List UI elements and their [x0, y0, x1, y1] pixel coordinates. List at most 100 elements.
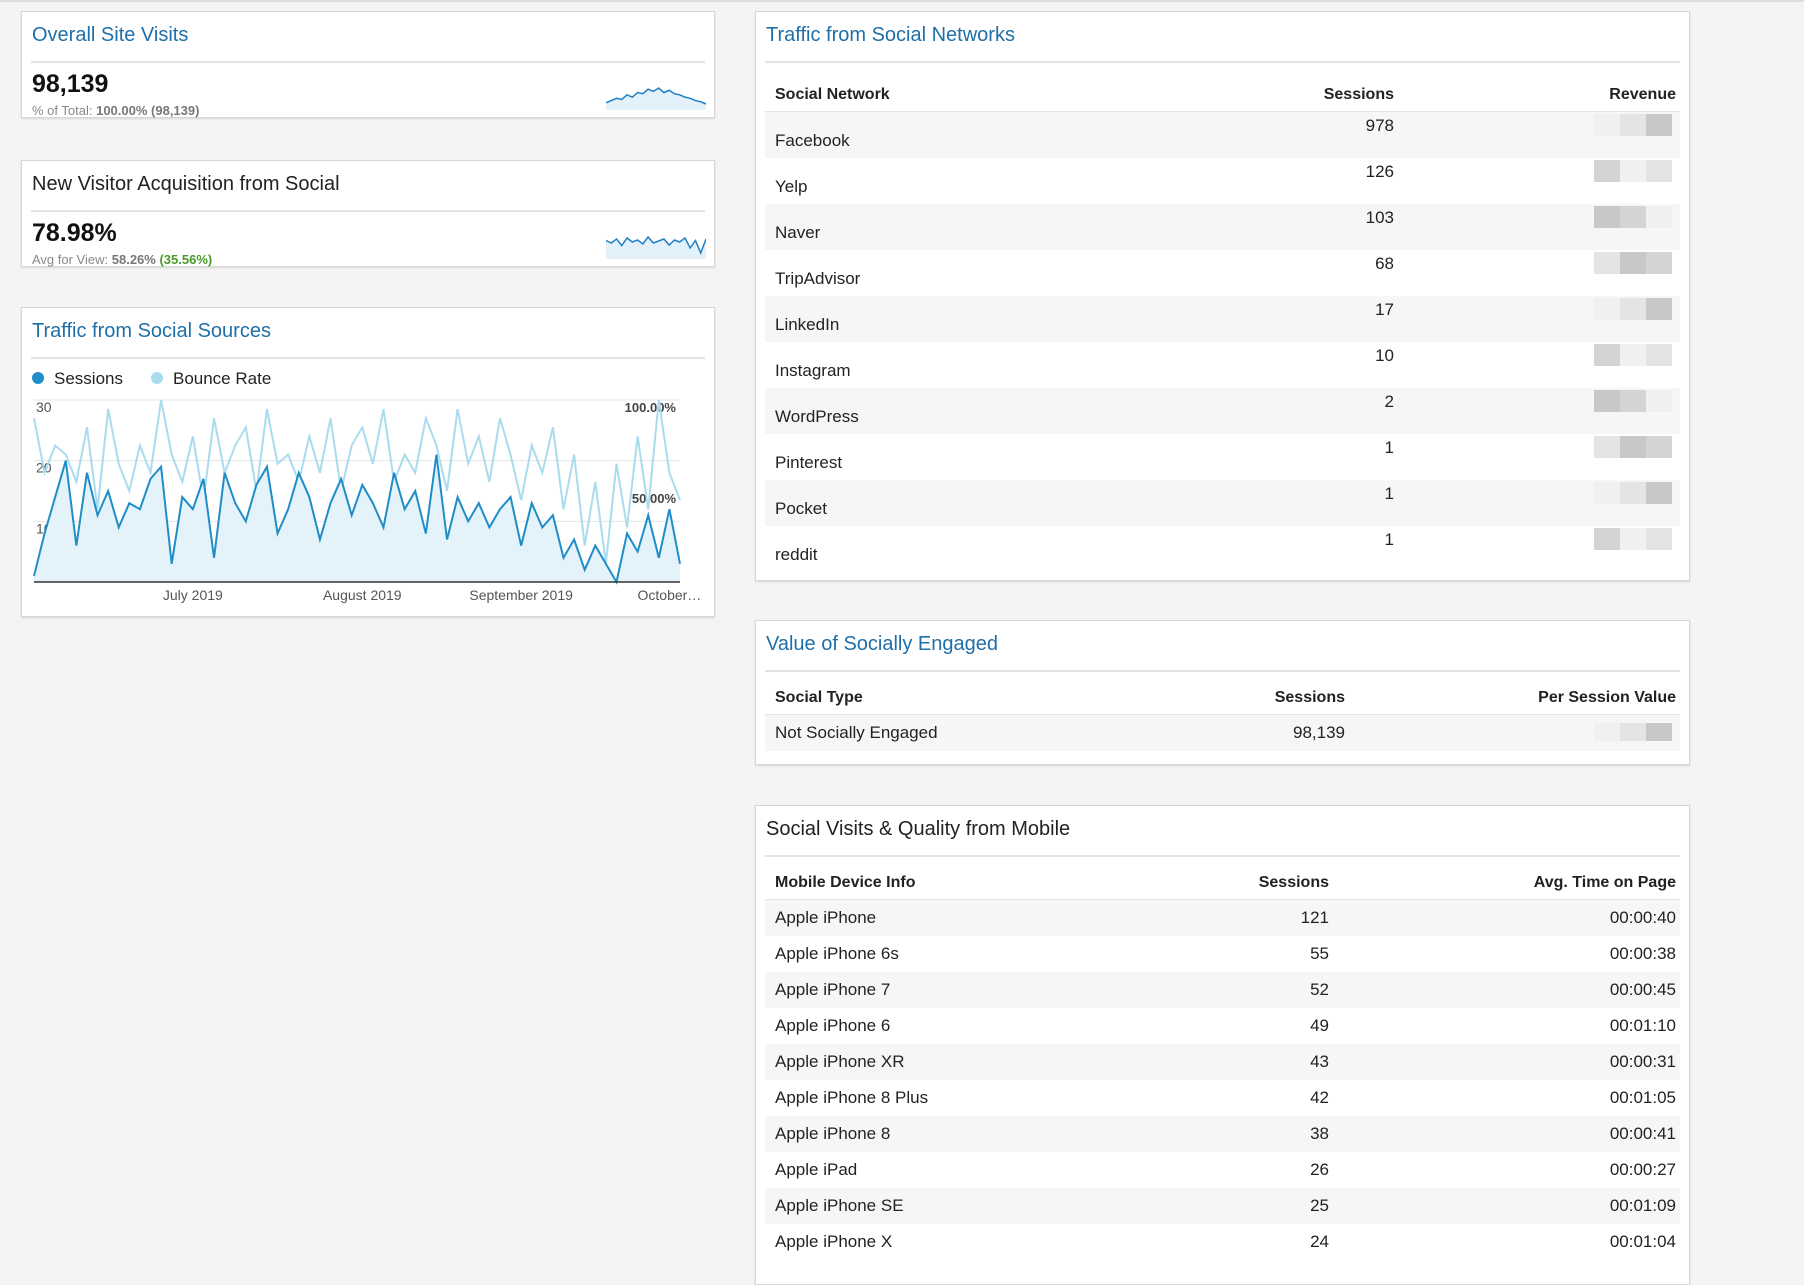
- table-cell: 98,139: [1293, 723, 1345, 742]
- table-cell: TripAdvisor: [775, 269, 861, 288]
- table-cell: Pocket: [775, 499, 827, 518]
- table-cell: Not Socially Engaged: [775, 723, 938, 742]
- divider: [765, 670, 1680, 672]
- table-cell: 26: [1310, 1160, 1329, 1179]
- table-cell: Facebook: [775, 131, 850, 150]
- table-cell: 68: [1375, 254, 1394, 273]
- redacted-value: [1620, 114, 1646, 136]
- y-tick-label: 30: [36, 399, 52, 415]
- y2-tick-label: 50.00%: [632, 491, 677, 506]
- table-row: Apple iPhone 6 49 00:01:10: [765, 1008, 1680, 1044]
- sparkline-line: [606, 87, 706, 105]
- x-tick-label: October…: [638, 587, 702, 603]
- table-row: Not Socially Engaged 98,139: [765, 715, 1680, 751]
- redacted-value: [1646, 344, 1672, 366]
- redacted-value: [1594, 723, 1620, 741]
- table-cell: Apple iPhone 6: [775, 1016, 891, 1035]
- redacted-value: [1620, 252, 1646, 274]
- sparkline: [606, 235, 706, 259]
- table-cell: Apple iPhone 6s: [775, 944, 899, 963]
- table-cell: 42: [1310, 1088, 1329, 1107]
- kpi-widget: Overall Site Visits 98,139 % of Total: 100…: [21, 11, 715, 118]
- table-cell: 00:01:05: [1609, 1088, 1676, 1107]
- table-cell: Yelp: [775, 177, 808, 196]
- sessions-area: [34, 454, 680, 582]
- redacted-value: [1594, 344, 1620, 366]
- table-row: Apple iPhone 8 38 00:00:41: [765, 1116, 1680, 1152]
- redacted-value: [1620, 160, 1646, 182]
- table-cell: 00:00:45: [1609, 980, 1676, 999]
- table-cell: 00:01:10: [1609, 1016, 1676, 1035]
- table-row: Apple iPhone 121 00:00:40: [765, 900, 1680, 936]
- redacted-value: [1646, 390, 1672, 412]
- kpi-value: 78.98%: [32, 219, 117, 247]
- table-widget: Value of Socially Engaged Social Type Sess…: [755, 620, 1690, 765]
- sub-label: Avg for View:: [32, 252, 109, 267]
- table-cell: Instagram: [775, 361, 851, 380]
- column-header: Avg. Time on Page: [1533, 874, 1676, 891]
- redacted-value: [1646, 114, 1672, 136]
- kpi-sub: % of Total: 100.00% (98,139): [32, 103, 199, 118]
- table-widget: Traffic from Social Networks Social Netwo…: [755, 11, 1690, 581]
- x-tick-label: July 2019: [163, 587, 223, 603]
- line-chart: Sessions Bounce Rate10203050.00%100.00%Ju…: [32, 369, 702, 603]
- kpi-value: 98,139: [32, 70, 109, 98]
- sub-extra: (35.56%): [159, 252, 213, 267]
- table-row: reddit 1: [765, 526, 1680, 572]
- table-header: Mobile Device Info Sessions Avg. Time on P…: [765, 868, 1680, 900]
- table-cell: 1: [1384, 484, 1394, 503]
- redacted-value: [1620, 390, 1646, 412]
- y2-tick-label: 100.00%: [625, 400, 677, 415]
- chart-title: Traffic from Social Sources: [32, 320, 271, 342]
- table-row: LinkedIn 17: [765, 296, 1680, 342]
- sparkline-line: [606, 235, 706, 256]
- table-cell: 25: [1310, 1196, 1329, 1215]
- table-row: Apple iPhone 6s 55 00:00:38: [765, 936, 1680, 972]
- column-header: Social Type: [775, 689, 863, 706]
- widget-title: Overall Site Visits: [32, 24, 189, 46]
- divider: [765, 61, 1680, 63]
- redacted-value: [1620, 528, 1646, 550]
- x-tick-label: September 2019: [469, 587, 573, 603]
- table-cell: 00:00:40: [1609, 908, 1676, 927]
- table-row: WordPress 2: [765, 388, 1680, 434]
- table-cell: 00:00:31: [1609, 1052, 1676, 1071]
- divider: [31, 357, 705, 359]
- table-row: Instagram 10: [765, 342, 1680, 388]
- table-header: Social Network Sessions Revenue: [765, 74, 1680, 112]
- sub-label: % of Total:: [32, 103, 93, 118]
- table-widget: Social Visits & Quality from Mobile Mobil…: [755, 805, 1690, 1285]
- table: Mobile Device Info Sessions Avg. Time on P…: [765, 868, 1680, 1260]
- redacted-value: [1620, 344, 1646, 366]
- column-header: Per Session Value: [1538, 689, 1676, 706]
- redacted-value: [1594, 160, 1620, 182]
- table-cell: 55: [1310, 944, 1329, 963]
- redacted-value: [1646, 482, 1672, 504]
- divider: [765, 855, 1680, 857]
- divider: [31, 210, 705, 212]
- redacted-value: [1646, 252, 1672, 274]
- table-title: Value of Socially Engaged: [766, 633, 999, 655]
- table-cell: 978: [1365, 116, 1394, 135]
- column-header: Social Network: [775, 86, 890, 103]
- redacted-value: [1646, 436, 1672, 458]
- divider: [31, 61, 705, 63]
- kpi-sub: Avg for View: 58.26% (35.56%): [32, 252, 212, 267]
- legend-swatch: [32, 372, 44, 384]
- redacted-value: [1620, 723, 1646, 741]
- table-cell: 00:00:41: [1609, 1124, 1676, 1143]
- table-cell: Apple iPhone 8: [775, 1124, 891, 1143]
- x-tick-label: August 2019: [323, 587, 402, 603]
- sparkline-area: [606, 88, 706, 110]
- table-cell: 43: [1310, 1052, 1329, 1071]
- table-cell: Apple iPhone SE: [775, 1196, 904, 1215]
- table-row: Naver 103: [765, 204, 1680, 250]
- sub-value: 100.00% (98,139): [96, 103, 200, 118]
- redacted-value: [1620, 298, 1646, 320]
- table-row: Yelp 126: [765, 158, 1680, 204]
- redacted-value: [1620, 206, 1646, 228]
- redacted-value: [1594, 206, 1620, 228]
- widget-title: New Visitor Acquisition from Social: [32, 173, 340, 195]
- table-header: Social Type Sessions Per Session Value: [765, 683, 1680, 715]
- table-cell: Naver: [775, 223, 821, 242]
